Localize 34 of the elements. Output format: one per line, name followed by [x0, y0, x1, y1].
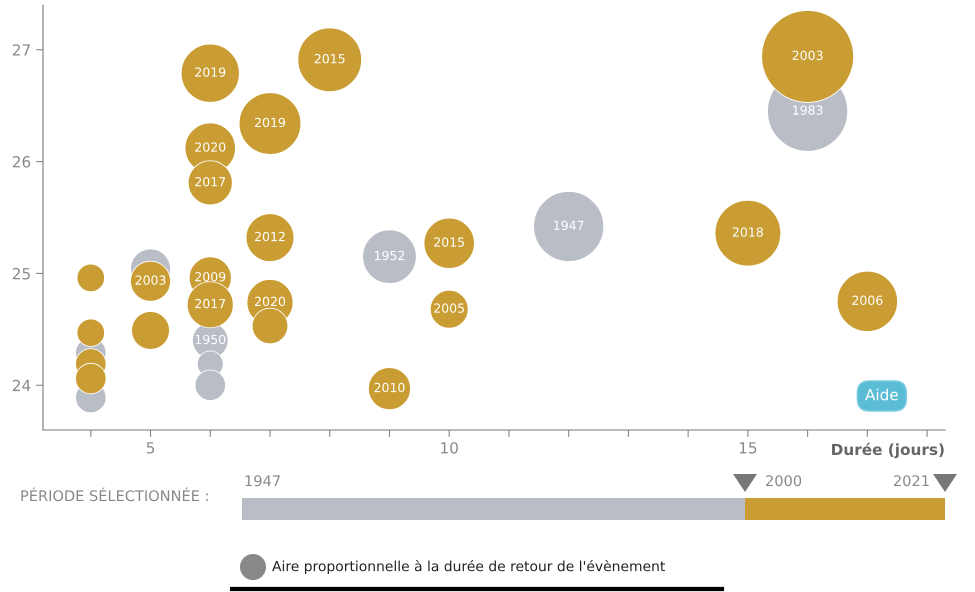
annotation: 2003: [136, 275, 166, 285]
y-tick-label: 26: [12, 156, 30, 168]
annotation: 2010: [374, 382, 405, 392]
text: 1947: [246, 475, 280, 486]
annotation: 2009: [195, 272, 226, 282]
annotation: 2020: [195, 142, 226, 152]
annotation: 2015: [314, 54, 345, 64]
text: PÉRIODE SÉLECTIONNÉE :: [21, 488, 208, 502]
annotation: 1950: [196, 334, 226, 344]
annotation: 2003: [792, 50, 823, 60]
annotation: 1952: [374, 250, 404, 260]
annotation: 2012: [255, 232, 285, 242]
y-tick-label: 25: [12, 268, 30, 280]
annotation: Aide: [865, 388, 898, 400]
annotation: 2019: [195, 67, 226, 77]
annotation: 2017: [195, 298, 226, 308]
x-tick-label: 10: [441, 442, 458, 454]
x-tick-label: 15: [740, 442, 756, 454]
x-tick-label: 5: [146, 442, 154, 454]
text: 2000: [766, 475, 802, 486]
x-axis-title: Durée (jours): [832, 442, 944, 458]
text: Aire proportionnelle à la durée de retour de l'évènement: [272, 560, 666, 574]
annotation: 2020: [255, 296, 286, 306]
annotation: 2006: [852, 296, 882, 306]
annotation: 2005: [434, 303, 464, 313]
annotation: 2015: [434, 237, 464, 247]
annotation: 1983: [793, 105, 823, 115]
annotation: 2017: [195, 177, 226, 186]
y-tick-label: 24: [12, 380, 30, 392]
text: 2021: [894, 475, 929, 486]
y-tick-label: 27: [12, 44, 30, 56]
annotation: 2019: [255, 118, 286, 128]
annotation: 2018: [732, 227, 763, 237]
annotation: 1947: [554, 220, 584, 230]
